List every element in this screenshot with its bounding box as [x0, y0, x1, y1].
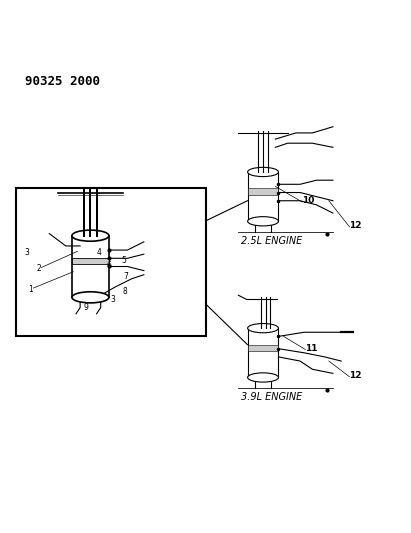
Text: 8: 8 [123, 287, 128, 296]
Ellipse shape [247, 373, 279, 382]
Ellipse shape [247, 324, 279, 333]
Bar [72, 236, 109, 297]
Text: 90325 2000: 90325 2000 [25, 75, 99, 88]
Bar [247, 328, 279, 377]
Ellipse shape [247, 217, 279, 226]
Text: 6: 6 [106, 261, 111, 270]
Text: 5: 5 [121, 256, 126, 265]
Bar [247, 172, 279, 221]
Ellipse shape [72, 230, 109, 241]
Text: 12: 12 [349, 372, 362, 380]
Text: 2: 2 [37, 264, 42, 273]
Ellipse shape [247, 167, 279, 176]
Text: 7: 7 [123, 272, 128, 281]
Bar [72, 259, 109, 264]
Text: 9: 9 [84, 303, 89, 312]
Bar [247, 188, 279, 195]
Bar [247, 345, 279, 351]
Text: 11: 11 [305, 344, 318, 353]
Text: 4: 4 [96, 248, 101, 256]
Text: 2.5L ENGINE: 2.5L ENGINE [240, 236, 302, 246]
Text: 10: 10 [302, 196, 314, 205]
Text: 3: 3 [111, 295, 115, 304]
Text: 3: 3 [24, 248, 29, 256]
Text: 1: 1 [28, 285, 33, 294]
Bar [16, 188, 206, 336]
Text: 3.9L ENGINE: 3.9L ENGINE [240, 392, 302, 402]
Ellipse shape [72, 292, 109, 303]
Text: 12: 12 [349, 221, 362, 230]
